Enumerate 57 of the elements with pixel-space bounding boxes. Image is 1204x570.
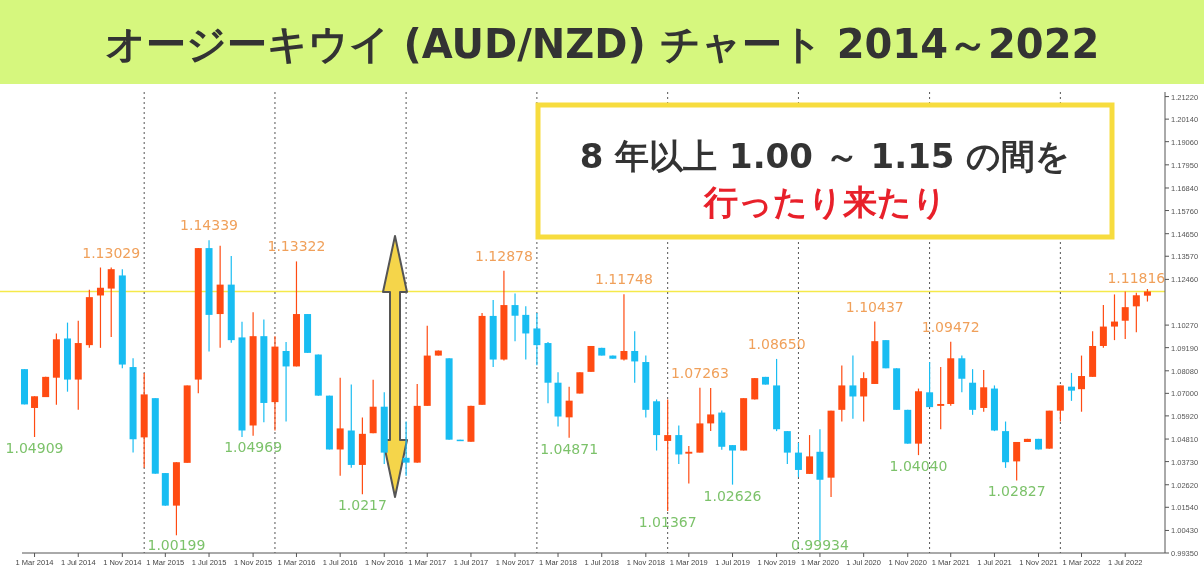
annotation: 1.02626 [703,487,762,504]
candlestick [685,445,693,485]
candlestick [576,371,584,395]
annotation: 1.12878 [474,247,533,264]
candlestick [1099,304,1107,349]
candlestick [1132,292,1140,333]
annotation: 1.04969 [224,438,283,455]
annotation: 1.04909 [5,439,64,456]
candlestick [1013,441,1021,482]
candlestick [729,444,737,486]
candlestick [336,377,344,477]
annotation: 1.04871 [540,440,599,457]
candlestick [707,387,715,432]
candlestick [794,442,802,478]
annotation: 1.10437 [845,298,904,315]
candlestick [1078,354,1086,413]
candlestick [1110,293,1118,341]
candlestick [980,369,988,413]
candlestick [282,341,290,423]
candlestick [860,371,868,423]
candlestick [533,312,541,366]
candlestick [96,266,104,349]
annotation: 1.04040 [889,458,948,475]
annotation: 1.00199 [147,537,206,553]
candlestick [1121,290,1129,340]
candlestick [402,420,410,477]
candlestick [565,386,573,439]
candlestick [511,293,519,342]
candlestick [620,293,628,362]
candlestick [926,361,934,408]
annotation: 1.11816 [1107,269,1166,286]
candlestick [783,430,791,465]
annotation: 行ったり来たり [702,182,947,222]
annotation: 1.08650 [747,335,806,352]
annotation: 1.14339 [180,217,238,234]
candlestick [31,395,39,438]
candlestick [958,354,966,393]
annotation: 8 年以上 1.00 ～ 1.15 の間を [579,136,1071,176]
annotation: 0.99934 [791,537,849,553]
candlestick [806,434,814,475]
annotation: 1.07263 [670,364,729,381]
candlestick [675,424,683,465]
candlestick [937,366,945,430]
candlestick [631,330,639,384]
candlestick [849,354,857,420]
annotation: 1.11748 [595,271,653,288]
annotation: 1.02827 [987,483,1046,500]
annotation: 1.13029 [82,244,141,261]
candlestick [664,398,672,512]
annotation: 1.09472 [921,318,980,335]
candlestick [107,266,115,338]
annotation: 1.0217 [337,497,387,514]
candlestick [522,305,530,361]
annotation: 1.13322 [267,238,326,255]
annotation: 1.01367 [638,513,697,530]
chart-title: オージーキウイ (AUD/NZD) チャート 2014～2022 [104,21,1100,67]
candlestick [1067,372,1075,402]
